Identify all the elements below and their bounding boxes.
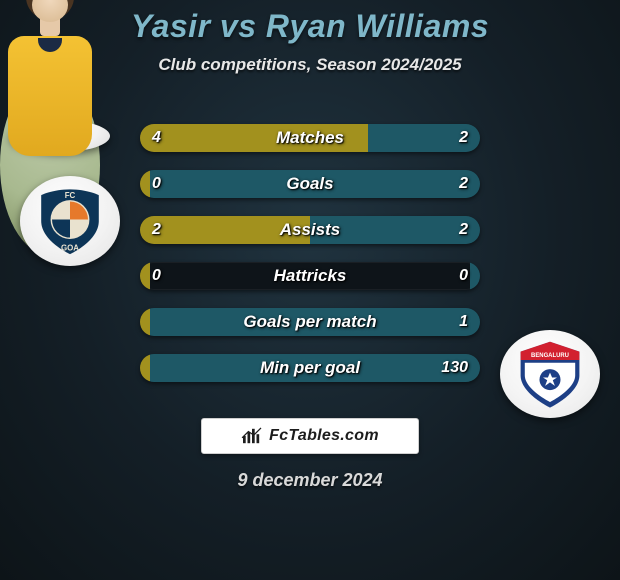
stat-fill-right [368,124,480,152]
stat-row: Hattricks0 0 [140,262,480,290]
subtitle: Club competitions, Season 2024/2025 [0,55,620,75]
stat-row: Goals per match1 [140,308,480,336]
club-left-badge: FC GOA [20,176,120,266]
stat-row: Assists22 [140,216,480,244]
footer-date: 9 december 2024 [0,470,620,491]
stat-fill-right [150,170,480,198]
stat-fill-right [150,354,480,382]
bengaluru-text: BENGALURU [531,353,569,359]
bar-chart-icon [241,427,263,445]
stat-fill-right [310,216,480,244]
stat-row: Min per goal130 [140,354,480,382]
fctables-link[interactable]: FcTables.com [201,418,419,454]
stat-bars: Matches42 Goals02 Assists22 Hattricks0 0 Goal… [140,124,480,400]
page-title: Yasir vs Ryan Williams [0,0,620,45]
stat-fill-left [140,262,150,290]
stat-label: Hattricks [140,262,480,290]
club-right-badge: BENGALURU [500,330,600,418]
stat-fill-left [140,354,150,382]
stat-fill-left [140,124,368,152]
stat-fill-right [150,308,480,336]
content-root: Yasir vs Ryan Williams Club competitions… [0,0,620,580]
stat-row: Goals02 [140,170,480,198]
svg-text:GOA: GOA [61,244,79,253]
svg-text:FC: FC [65,191,76,200]
stat-row: Matches42 [140,124,480,152]
stat-value-right: 0 [459,262,468,290]
fc-goa-shield-icon: FC GOA [34,185,106,257]
bengaluru-shield-icon: BENGALURU [513,339,587,409]
fctables-text: FcTables.com [269,427,379,445]
stat-value-left: 0 [152,262,161,290]
stat-fill-left [140,308,150,336]
stat-fill-left [140,170,150,198]
stat-fill-left [140,216,310,244]
player-right-jersey [8,75,92,156]
stat-fill-right [470,262,480,290]
